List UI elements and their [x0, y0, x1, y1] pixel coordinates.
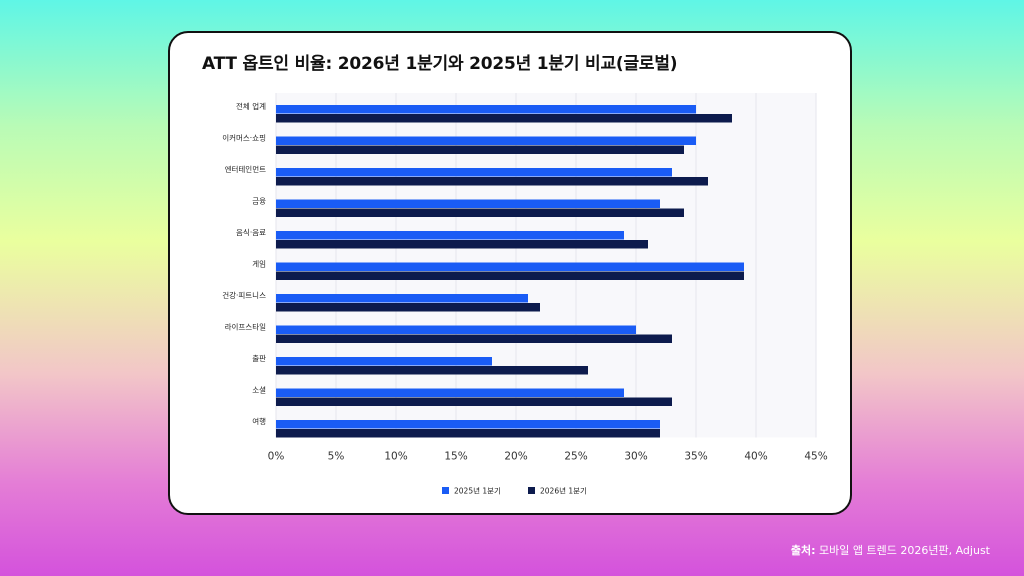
category-label: 소셜 [252, 386, 266, 395]
bar-2026 [276, 429, 660, 438]
bar-2025 [276, 294, 528, 303]
bar-2025 [276, 168, 672, 177]
x-tick-label: 5% [328, 451, 345, 463]
bar-2026 [276, 271, 744, 280]
legend-swatch-2026 [528, 487, 535, 494]
x-tick-label: 10% [384, 451, 407, 463]
bar-2025 [276, 325, 636, 334]
category-label: 금융 [252, 197, 266, 206]
x-tick-label: 15% [444, 451, 467, 463]
bar-2025 [276, 262, 744, 271]
category-label: 라이프스타일 [225, 322, 266, 332]
bar-2026 [276, 145, 684, 154]
category-label: 음식·음료 [236, 228, 266, 237]
x-tick-label: 0% [268, 451, 285, 463]
category-label: 전체 업계 [236, 101, 266, 111]
legend-label: 2025년 1분기 [454, 486, 501, 496]
bar-2026 [276, 334, 672, 343]
legend-label: 2026년 1분기 [540, 486, 587, 496]
x-tick-label: 25% [564, 451, 587, 463]
category-label: 출판 [252, 353, 266, 363]
bar-2025 [276, 199, 660, 208]
bar-2026 [276, 366, 588, 375]
source-label: 출처: [790, 544, 816, 557]
x-tick-label: 35% [684, 451, 707, 463]
bar-2026 [276, 208, 684, 217]
bar-2026 [276, 397, 672, 406]
source-text: 모바일 앱 트렌드 2026년판, Adjust [819, 544, 990, 557]
x-tick-label: 20% [504, 451, 527, 463]
bar-2026 [276, 240, 648, 249]
bar-2025 [276, 105, 696, 114]
bar-2025 [276, 420, 660, 429]
x-tick-label: 40% [744, 451, 767, 463]
category-label: 엔터테인먼트 [225, 164, 266, 174]
bar-2025 [276, 136, 696, 145]
bar-2025 [276, 231, 624, 240]
bar-2025 [276, 388, 624, 397]
legend-swatch-2025 [442, 487, 449, 494]
source-footer: 출처: 모바일 앱 트렌드 2026년판, Adjust [791, 542, 990, 558]
bar-chart: 전체 업계이커머스·쇼핑엔터테인먼트금융음식·음료게임건강·피트니스라이프스타일… [222, 93, 828, 496]
category-label: 게임 [252, 259, 266, 269]
chart-title: ATT 옵트인 비율: 2026년 1분기와 2025년 1분기 비교(글로벌) [202, 54, 678, 74]
chart-card: ATT 옵트인 비율: 2026년 1분기와 2025년 1분기 비교(글로벌)… [168, 31, 852, 515]
bar-2026 [276, 114, 732, 123]
category-label: 여행 [252, 416, 266, 426]
x-tick-label: 30% [624, 451, 647, 463]
bar-2026 [276, 177, 708, 186]
category-label: 이커머스·쇼핑 [222, 133, 266, 143]
bar-2026 [276, 303, 540, 312]
category-label: 건강·피트니스 [222, 290, 266, 300]
bar-2025 [276, 357, 492, 366]
x-tick-label: 45% [804, 451, 827, 463]
